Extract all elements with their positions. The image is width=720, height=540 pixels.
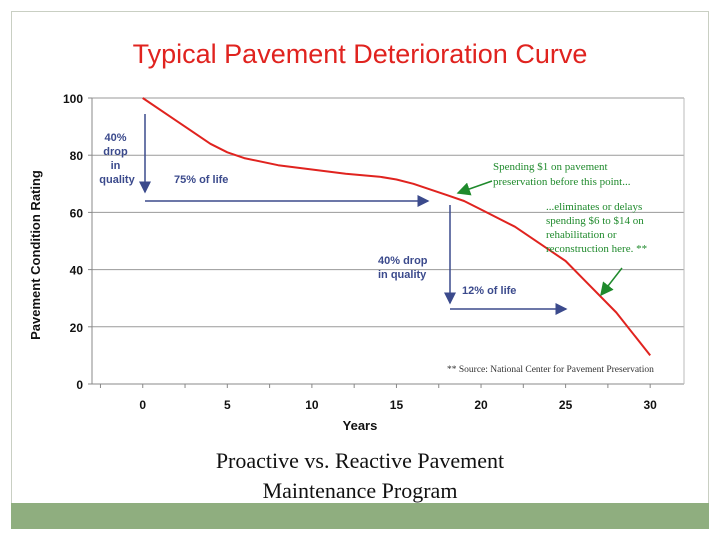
x-tick-label-30: 30 [643, 398, 657, 412]
x-axis-label: Years [343, 418, 378, 433]
drop1-label: 40% drop in quality [99, 132, 135, 186]
chart-background [20, 85, 692, 500]
x-tick-label-0: 0 [139, 398, 146, 412]
x-tick-label-15: 15 [390, 398, 404, 412]
y-tick-label-0: 0 [76, 378, 83, 392]
x-tick-label-10: 10 [305, 398, 319, 412]
caption-line-2: Maintenance Program [262, 478, 458, 503]
y-tick-label-60: 60 [70, 206, 84, 220]
spending1-note: Spending $1 on pavement preservation bef… [493, 161, 631, 188]
deterioration-curve-line [142, 97, 651, 357]
x-tick-label-5: 5 [224, 398, 231, 412]
spending2-note: ...eliminates or delays spending $6 to $… [546, 201, 647, 255]
x-tick-label-20: 20 [474, 398, 488, 412]
y-tick-label-40: 40 [70, 264, 84, 278]
y-tick-label-20: 20 [70, 321, 84, 335]
y-tick-label-80: 80 [70, 149, 84, 163]
tick-labels: 0 20 40 60 80 100 0 5 10 15 20 25 30 [63, 92, 657, 412]
spending1-arrow [456, 180, 493, 196]
axes [88, 97, 685, 388]
caption-line-1: Proactive vs. Reactive Pavement [215, 448, 505, 473]
chart-title: Typical Pavement Deterioration Curve [133, 39, 588, 69]
y-axis-label: Pavement Condition Rating [28, 170, 43, 340]
life75-label: 75% of life [174, 174, 228, 186]
y-tick-label-100: 100 [63, 92, 83, 106]
drop2-label: 40% drop in quality [378, 255, 431, 281]
footer-bar [11, 503, 709, 529]
series-layer [142, 97, 651, 357]
gridlines [92, 97, 684, 328]
spending2-arrow [600, 267, 623, 297]
life12-label: 12% of life [462, 285, 516, 297]
source-note: ** Source: National Center for Pavement … [447, 364, 654, 375]
x-tick-label-25: 25 [559, 398, 573, 412]
